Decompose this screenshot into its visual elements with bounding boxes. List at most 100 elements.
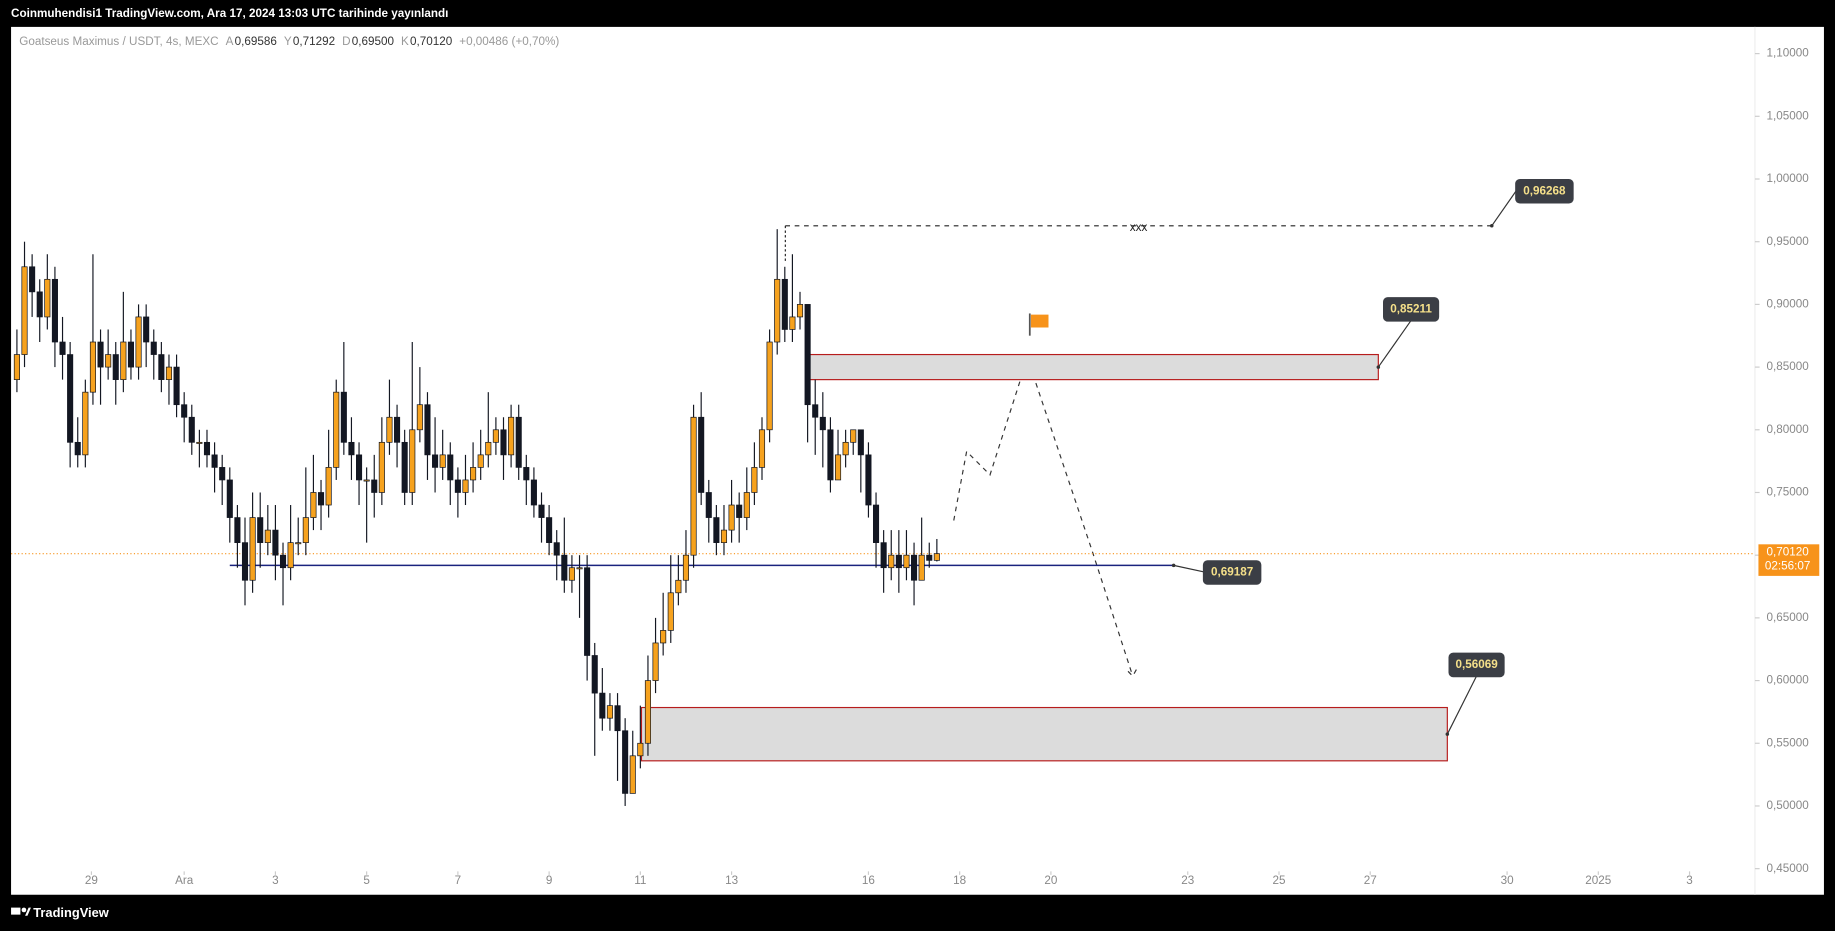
candle-body — [728, 504, 735, 531]
candle-body — [872, 504, 880, 543]
y-tick-label: 1,05000 — [1766, 109, 1809, 122]
x-tick-label: 11 — [634, 874, 646, 887]
callout-box — [1202, 560, 1262, 585]
callout-box — [1383, 297, 1440, 322]
x-tick-label: 13 — [725, 874, 738, 887]
candle-body — [698, 416, 705, 493]
candle-body — [89, 341, 96, 393]
candle-body — [44, 278, 51, 318]
candle-body — [751, 467, 758, 493]
candle-body — [424, 404, 431, 456]
candle-body — [340, 391, 347, 443]
candle-body — [363, 479, 370, 482]
y-tick-label: 0,50000 — [1766, 799, 1809, 812]
candle-body — [67, 354, 74, 443]
candle-body — [378, 441, 385, 493]
candle-body — [21, 266, 28, 355]
candle-body — [302, 517, 309, 543]
legend-text: 0,70120 — [410, 35, 453, 48]
x-tick-label: 7 — [455, 874, 462, 887]
candle-body — [226, 479, 233, 518]
x-tick-label: 3 — [1686, 874, 1693, 887]
candle-body — [105, 354, 112, 368]
candle-body — [576, 567, 583, 570]
candle-body — [196, 441, 203, 444]
candle-body — [348, 441, 355, 456]
candle-body — [127, 341, 134, 368]
candle-body — [317, 492, 325, 506]
candle-body — [888, 554, 895, 569]
candle-body — [834, 454, 842, 481]
candle-body — [880, 542, 887, 569]
candle-body — [112, 354, 119, 380]
x-tick-label: 5 — [363, 874, 370, 887]
x-tick-label: 2025 — [1585, 874, 1612, 887]
candle-body — [523, 467, 530, 481]
callout-label: 0,56069 — [1455, 658, 1498, 671]
y-tick-label: 0,95000 — [1766, 235, 1809, 248]
last-price-box — [1758, 544, 1820, 576]
candle-body — [758, 429, 766, 468]
candle-body — [272, 529, 279, 556]
candle-body — [850, 429, 857, 443]
projection-path — [953, 356, 1138, 677]
candle-body — [675, 579, 682, 594]
candle-body — [736, 504, 743, 518]
candle-body — [485, 441, 492, 456]
callout-label: 0,85211 — [1390, 302, 1432, 315]
candle-body — [295, 542, 302, 545]
candle-body — [310, 492, 317, 518]
candle-body — [173, 366, 180, 406]
candle-body — [857, 429, 864, 456]
candle-body — [135, 316, 142, 368]
candle-body — [606, 705, 613, 719]
candle-body — [325, 467, 332, 506]
y-tick-label: 1,00000 — [1766, 172, 1809, 185]
candle-body — [530, 479, 537, 506]
candle-body — [500, 429, 507, 456]
candle-body — [454, 479, 461, 493]
candle-body — [895, 554, 902, 569]
callout-line — [1446, 675, 1478, 735]
candle-body — [150, 341, 157, 355]
candle-body — [508, 416, 515, 456]
candle-body — [766, 341, 773, 431]
candle-body — [333, 391, 340, 468]
y-tick-label: 0,60000 — [1766, 674, 1809, 687]
candle-body — [120, 341, 127, 380]
x-tick-label: 30 — [1501, 874, 1515, 887]
candle-body — [538, 504, 545, 518]
plot-area — [11, 26, 1824, 895]
candle-body — [409, 429, 416, 493]
y-tick-label: 1,10000 — [1766, 47, 1809, 60]
candle-body — [842, 441, 849, 456]
candle-body — [911, 554, 918, 581]
callout-dot — [1171, 563, 1176, 568]
last-price-label: 0,70120 — [1767, 546, 1810, 559]
candle-body — [918, 554, 925, 581]
legend-text: 0,69500 — [352, 35, 395, 48]
x-tick-label: Ara — [175, 874, 194, 887]
candle-body — [74, 441, 81, 456]
candle-body — [13, 354, 20, 380]
candle-body — [386, 416, 393, 443]
candle-body — [234, 517, 241, 543]
candle-body — [158, 354, 165, 380]
countdown: 02:56:07 — [1765, 560, 1810, 573]
candle-body — [477, 454, 484, 468]
y-tick-label: 0,65000 — [1766, 611, 1809, 624]
candle-body — [432, 454, 439, 468]
candle-body — [713, 517, 720, 543]
candle-body — [774, 278, 781, 343]
callout-box — [1448, 652, 1505, 678]
candle-body — [865, 454, 872, 506]
candle-body — [29, 266, 36, 293]
y-tick-label: 0,85000 — [1766, 360, 1809, 373]
callout-line — [1173, 564, 1205, 573]
zone — [640, 706, 1448, 762]
candle-body — [667, 592, 674, 631]
candle-body — [82, 391, 89, 456]
candle-body — [264, 529, 271, 543]
footer-brand: TradingView — [33, 905, 110, 920]
